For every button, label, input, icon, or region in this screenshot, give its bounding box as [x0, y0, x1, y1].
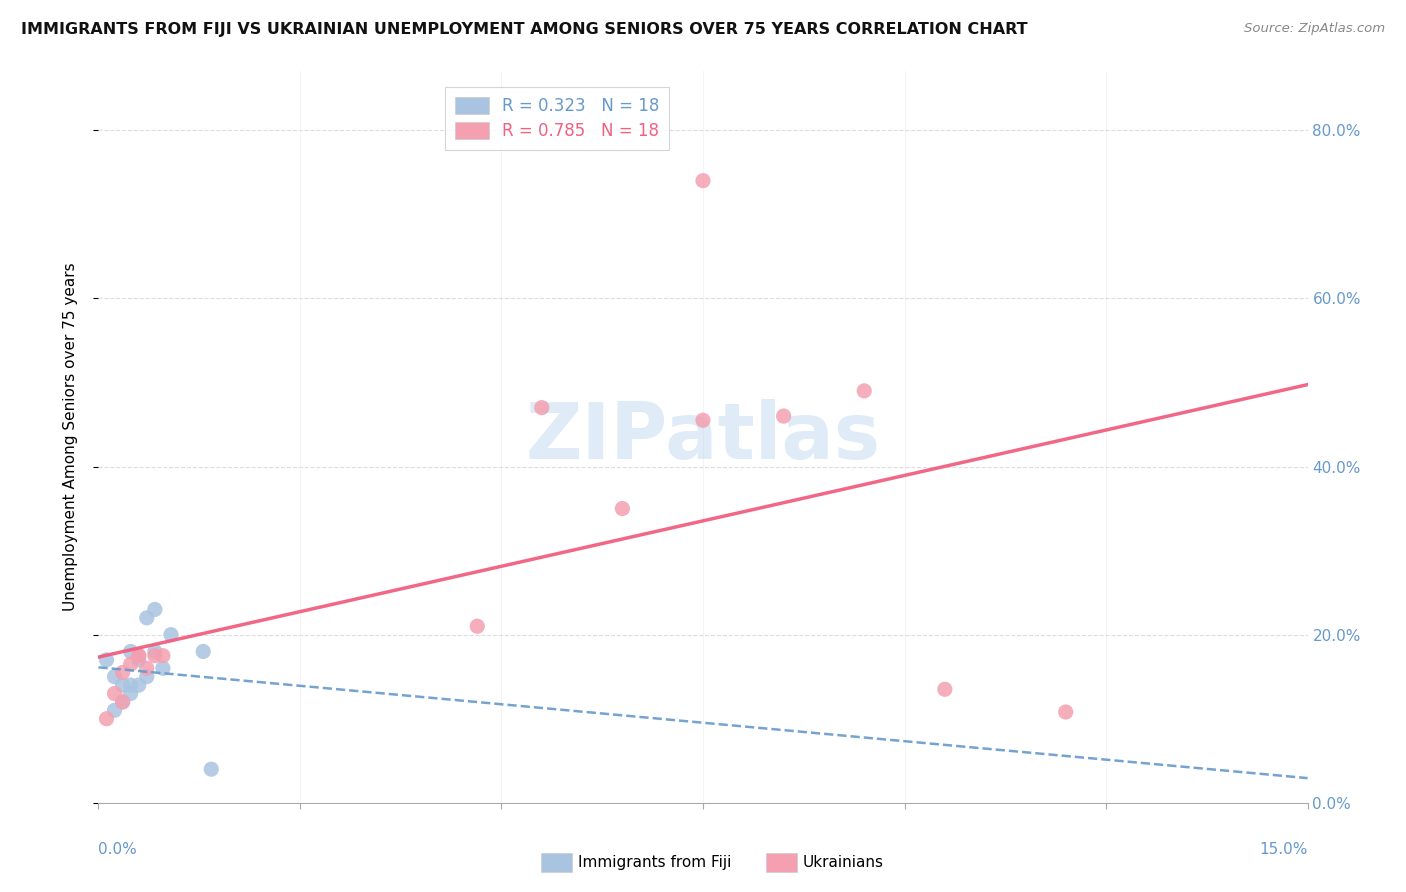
Point	[103, 703, 125, 717]
Point	[143, 602, 166, 616]
Point	[128, 648, 150, 663]
Text: ZIPatlas: ZIPatlas	[526, 399, 880, 475]
Point	[853, 384, 876, 398]
Point	[120, 657, 142, 671]
Y-axis label: Unemployment Among Seniors over 75 years: Unemployment Among Seniors over 75 years	[63, 263, 77, 611]
Point	[1054, 705, 1077, 719]
Point	[135, 611, 157, 625]
Point	[111, 678, 134, 692]
Point	[103, 670, 125, 684]
Point	[128, 678, 150, 692]
Point	[152, 661, 174, 675]
Point	[160, 627, 183, 641]
Text: IMMIGRANTS FROM FIJI VS UKRAINIAN UNEMPLOYMENT AMONG SENIORS OVER 75 YEARS CORRE: IMMIGRANTS FROM FIJI VS UKRAINIAN UNEMPL…	[21, 22, 1028, 37]
Point	[135, 670, 157, 684]
Point	[128, 653, 150, 667]
Text: Ukrainians: Ukrainians	[803, 855, 884, 870]
Point	[120, 678, 142, 692]
Point	[465, 619, 488, 633]
Point	[200, 762, 222, 776]
Point	[135, 661, 157, 675]
Point	[692, 174, 714, 188]
Point	[103, 686, 125, 700]
Point	[530, 401, 553, 415]
Point	[96, 712, 118, 726]
Point	[692, 413, 714, 427]
Point	[128, 648, 150, 663]
Text: 0.0%: 0.0%	[98, 842, 138, 856]
Point	[143, 648, 166, 663]
Point	[152, 648, 174, 663]
Point	[96, 653, 118, 667]
Legend: R = 0.323   N = 18, R = 0.785   N = 18: R = 0.323 N = 18, R = 0.785 N = 18	[446, 87, 669, 150]
Point	[111, 695, 134, 709]
Text: Immigrants from Fiji: Immigrants from Fiji	[578, 855, 731, 870]
Text: Source: ZipAtlas.com: Source: ZipAtlas.com	[1244, 22, 1385, 36]
Point	[111, 665, 134, 680]
Point	[612, 501, 634, 516]
Point	[934, 682, 956, 697]
Point	[111, 695, 134, 709]
Point	[193, 644, 215, 658]
Point	[772, 409, 794, 423]
Point	[120, 686, 142, 700]
Text: 15.0%: 15.0%	[1260, 842, 1308, 856]
Point	[143, 644, 166, 658]
Point	[120, 644, 142, 658]
